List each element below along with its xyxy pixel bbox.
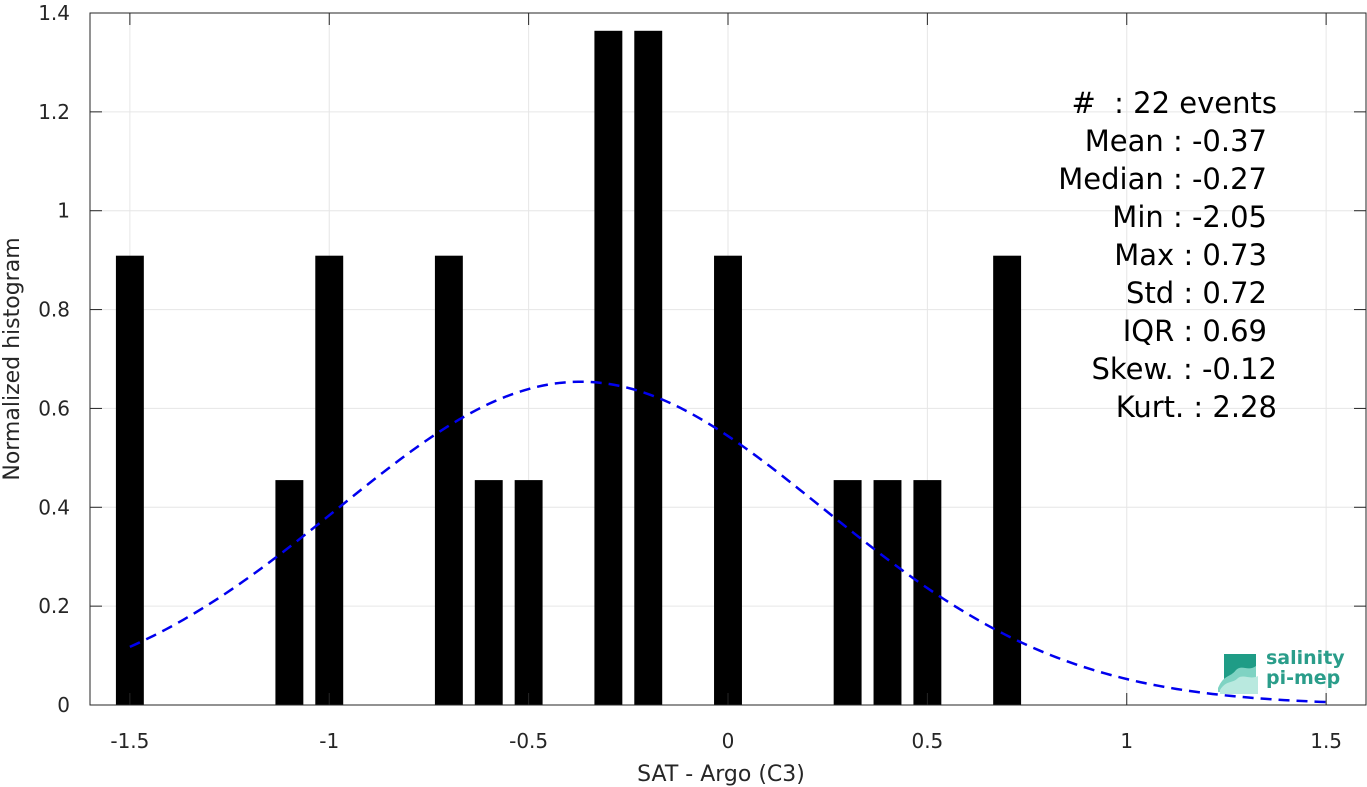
stat-line: # : 22 events <box>1071 86 1277 120</box>
y-tick-label: 0.6 <box>38 396 70 420</box>
salinity-pimep-logo: salinity pi-mep <box>1216 646 1346 696</box>
x-tick-label: 0 <box>722 729 735 753</box>
tick-labels: -1.5 -1 -0.5 0 0.5 1 1.5 0 0.2 0.4 0.6 0.8 1 1.2 1.4 <box>38 1 1342 753</box>
x-tick-label: -0.5 <box>509 729 548 753</box>
y-tick-label: 0.8 <box>38 298 70 322</box>
y-tick-label: 0.2 <box>38 594 70 618</box>
stat-line: IQR : 0.69 <box>1122 314 1267 348</box>
histogram-bar <box>714 255 742 706</box>
wave-logo-icon <box>1218 654 1258 694</box>
histogram-bar <box>594 30 623 705</box>
histogram-bar <box>474 480 503 705</box>
logo-line-salinity: salinity <box>1266 647 1345 669</box>
x-tick-label: 1.5 <box>1310 729 1342 753</box>
stats-panel: # : 22 events Mean : -0.37 Median : -0.27 M… <box>1000 84 1277 426</box>
histogram-bar <box>514 480 543 705</box>
histogram-bar <box>315 255 344 706</box>
y-tick-label: 0.4 <box>38 495 70 519</box>
stat-line: Max : 0.73 <box>1114 238 1267 272</box>
histogram-bar <box>275 480 304 705</box>
stat-line: Min : -2.05 <box>1112 200 1267 234</box>
stat-line: Kurt. : 2.28 <box>1115 390 1277 424</box>
fit-curve-line <box>129 380 1327 704</box>
histogram-bar <box>873 480 902 705</box>
histogram-bar <box>115 255 144 706</box>
histogram-bars <box>115 30 1022 706</box>
stat-line: Skew. : -0.12 <box>1091 352 1277 386</box>
x-tick-label: -1.5 <box>110 729 149 753</box>
histogram-bar <box>434 255 463 706</box>
x-tick-label: 1 <box>1120 729 1133 753</box>
y-axis-label: Normalized histogram <box>0 237 25 480</box>
normal-fit-curve <box>129 380 1327 704</box>
logo-line-pimep: pi-mep <box>1266 667 1341 689</box>
y-tick-label: 1.2 <box>38 100 70 124</box>
grid-lines <box>90 12 1366 706</box>
stat-line: Std : 0.72 <box>1126 276 1267 310</box>
x-axis-label: SAT - Argo (C3) <box>637 762 805 787</box>
axes <box>89 12 1367 706</box>
y-tick-label: 1.4 <box>38 1 70 25</box>
histogram-bar <box>634 30 663 705</box>
histogram-bar <box>833 480 862 705</box>
logo-text: salinity pi-mep <box>1266 648 1345 688</box>
stat-line: Mean : -0.37 <box>1084 124 1267 158</box>
stat-line: Median : -0.27 <box>1058 162 1267 196</box>
histogram-bar <box>913 480 942 705</box>
x-tick-label: 0.5 <box>911 729 943 753</box>
histogram-bar <box>993 255 1022 706</box>
y-tick-label: 0 <box>57 693 70 717</box>
y-tick-label: 1 <box>57 199 70 223</box>
x-tick-label: -1 <box>319 729 339 753</box>
